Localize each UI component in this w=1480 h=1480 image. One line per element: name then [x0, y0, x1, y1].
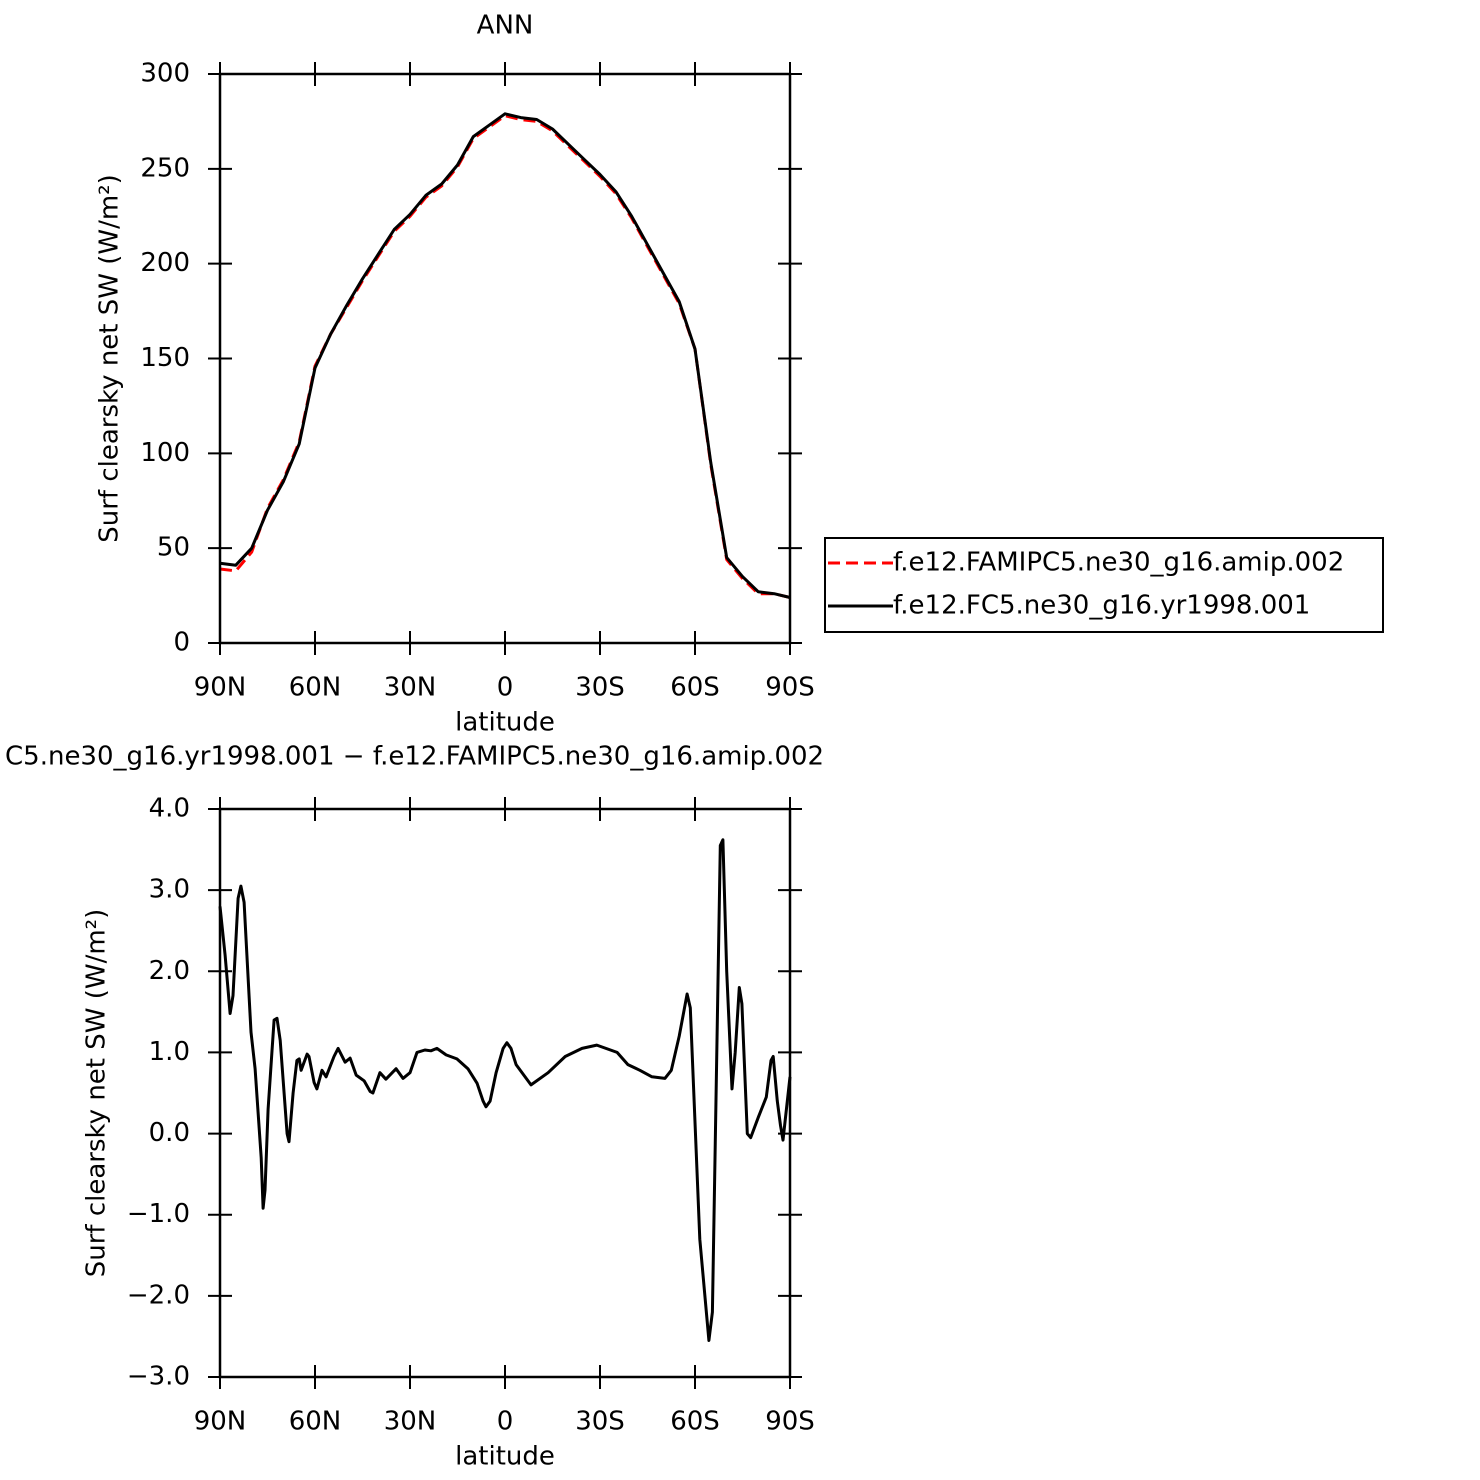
x-tick-label: 0: [497, 1407, 514, 1437]
y-tick-label: 3.0: [149, 875, 190, 905]
x-tick-label: 60N: [289, 1407, 342, 1437]
y-tick-label: 250: [140, 153, 190, 183]
chart-title: C5.ne30_g16.yr1998.001 − f.e12.FAMIPC5.n…: [5, 742, 824, 772]
y-tick-label: 50: [157, 533, 190, 563]
x-tick-label: 30S: [575, 673, 625, 703]
y-tick-label: 100: [140, 438, 190, 468]
legend-label: f.e12.FC5.ne30_g16.yr1998.001: [893, 591, 1310, 621]
x-tick-label: 60S: [670, 1407, 720, 1437]
y-axis-label: Surf clearsky net SW (W/m²): [82, 909, 112, 1277]
y-tick-label: −1.0: [127, 1199, 190, 1229]
y-axis-label: Surf clearsky net SW (W/m²): [95, 174, 125, 542]
x-tick-label: 90S: [765, 673, 815, 703]
x-tick-label: 60S: [670, 673, 720, 703]
y-tick-label: 1.0: [149, 1037, 190, 1067]
legend-box: [824, 537, 1384, 633]
y-tick-label: 0.0: [149, 1118, 190, 1148]
x-axis-label: latitude: [455, 1442, 555, 1472]
plot-frame: [218, 72, 792, 645]
x-tick-label: 30S: [575, 1407, 625, 1437]
x-tick-label: 60N: [289, 673, 342, 703]
x-tick-label: 90N: [194, 1407, 247, 1437]
y-tick-label: −3.0: [127, 1362, 190, 1392]
data-line: [218, 838, 792, 1342]
y-tick-label: 200: [140, 248, 190, 278]
x-tick-label: 0: [497, 673, 514, 703]
y-tick-label: 4.0: [149, 794, 190, 824]
y-tick-label: 300: [140, 59, 190, 89]
y-tick-label: 0: [173, 628, 190, 658]
y-tick-label: 2.0: [149, 956, 190, 986]
chart-title: ANN: [477, 11, 534, 41]
x-tick-label: 90S: [765, 1407, 815, 1437]
x-tick-label: 90N: [194, 673, 247, 703]
y-tick-label: −2.0: [127, 1280, 190, 1310]
x-axis-label: latitude: [455, 708, 555, 738]
plot-frame: [218, 807, 792, 1379]
data-line: [219, 114, 791, 599]
x-tick-label: 30N: [384, 673, 437, 703]
y-tick-label: 150: [140, 343, 190, 373]
data-line: [219, 112, 791, 599]
x-tick-label: 30N: [384, 1407, 437, 1437]
legend-label: f.e12.FAMIPC5.ne30_g16.amip.002: [893, 548, 1344, 578]
